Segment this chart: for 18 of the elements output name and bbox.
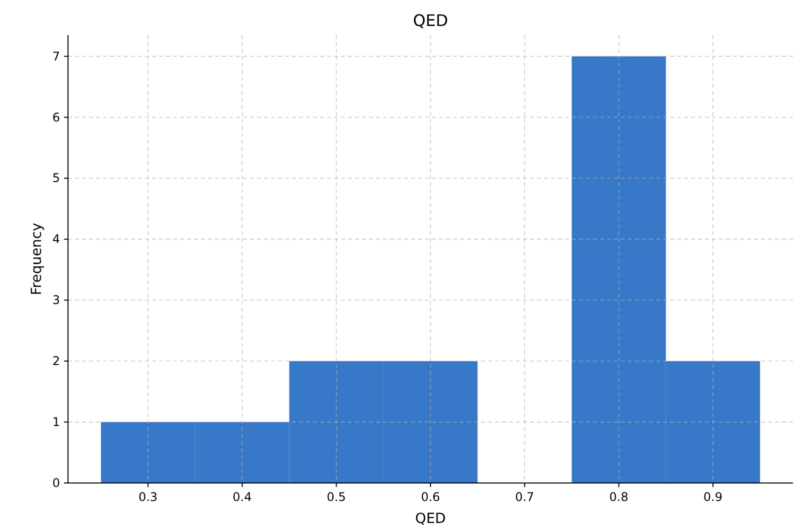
x-tick-label: 0.5 — [326, 490, 346, 504]
x-tick-label: 0.3 — [138, 490, 158, 504]
y-tick-label: 3 — [52, 293, 60, 308]
y-tick-label: 1 — [52, 415, 60, 430]
y-tick-label: 7 — [52, 49, 60, 64]
x-tick-label: 0.6 — [420, 490, 440, 504]
y-axis-title: Frequency — [29, 222, 45, 296]
chart-title: QED — [412, 11, 448, 30]
x-tick-label: 0.8 — [609, 490, 628, 504]
x-tick-label: 0.9 — [703, 490, 723, 504]
y-tick-label: 2 — [52, 354, 60, 368]
y-tick-label: 5 — [52, 171, 60, 186]
x-tick-label: 0.7 — [515, 490, 534, 504]
y-tick-label: 0 — [52, 476, 60, 490]
x-tick-label: 0.4 — [232, 490, 252, 504]
y-tick-label: 6 — [52, 110, 60, 124]
x-axis-title: QED — [415, 511, 446, 527]
y-tick-label: 4 — [52, 232, 60, 246]
